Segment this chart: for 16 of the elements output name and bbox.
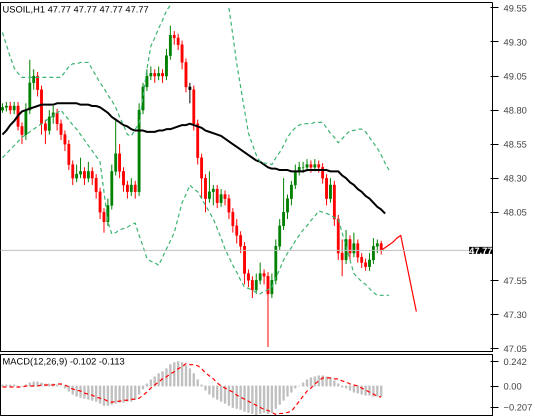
y-tick-label: 0.242 [504,356,527,367]
y-tick-label: 49.05 [504,72,527,82]
y-tick-label: 48.05 [504,208,527,218]
chart-title: USOIL,H1 47.77 47.77 47.77 47.77 [2,4,149,14]
y-tick-label: 0.00 [504,382,522,392]
y-tick-label: 48.55 [504,140,527,150]
y-tick-label: 47.30 [504,310,527,320]
ref-line-label: 47.77 [469,246,492,256]
y-tick-label: 48.80 [504,106,527,116]
y-tick-label: 49.30 [504,37,527,48]
chart-title: MACD(12,26,9) -0.102 -0.113 [2,356,125,366]
y-tick-label: 49.55 [504,3,527,14]
y-tick-label: 47.55 [504,276,527,286]
y-tick-label: −0.207 [504,402,532,413]
y-tick-label: 47.05 [504,344,527,354]
y-tick-label: 48.30 [504,174,527,184]
